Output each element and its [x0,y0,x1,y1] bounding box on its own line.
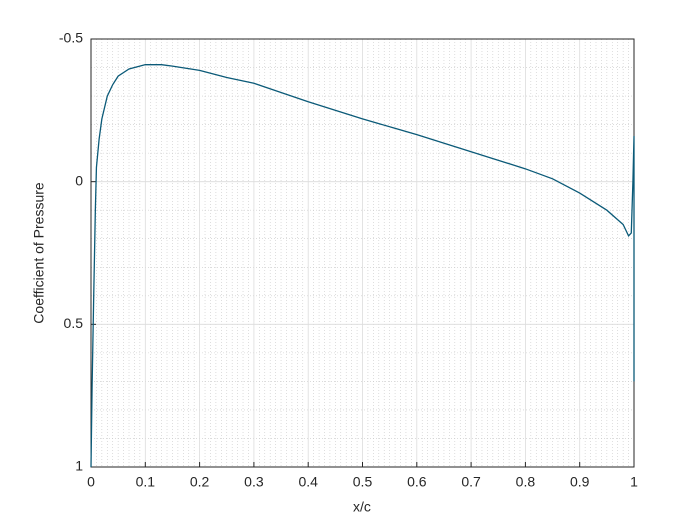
x-tick-label: 0.2 [190,474,210,490]
y-tick-label: -0.5 [59,30,83,46]
x-tick-label: 0.1 [136,474,156,490]
x-tick-label: 1 [630,474,638,490]
y-axis-label: Coefficient of Pressure [31,182,47,324]
x-tick-label: 0 [87,474,95,490]
x-axis-label: x/c [353,499,371,515]
x-tick-label: 0.6 [407,474,427,490]
x-tick-label: 0.7 [461,474,481,490]
x-tick-label: 0.5 [353,474,373,490]
data-line [90,64,635,468]
x-tick-label: 0.9 [570,474,590,490]
y-tick-label: 0 [75,172,83,188]
y-tick-label: 0.5 [64,315,84,331]
x-tick-label: 0.8 [516,474,536,490]
y-tick-label: 1 [75,458,83,474]
x-tick-label: 0.4 [298,474,318,490]
x-tick-label: 0.3 [244,474,264,490]
